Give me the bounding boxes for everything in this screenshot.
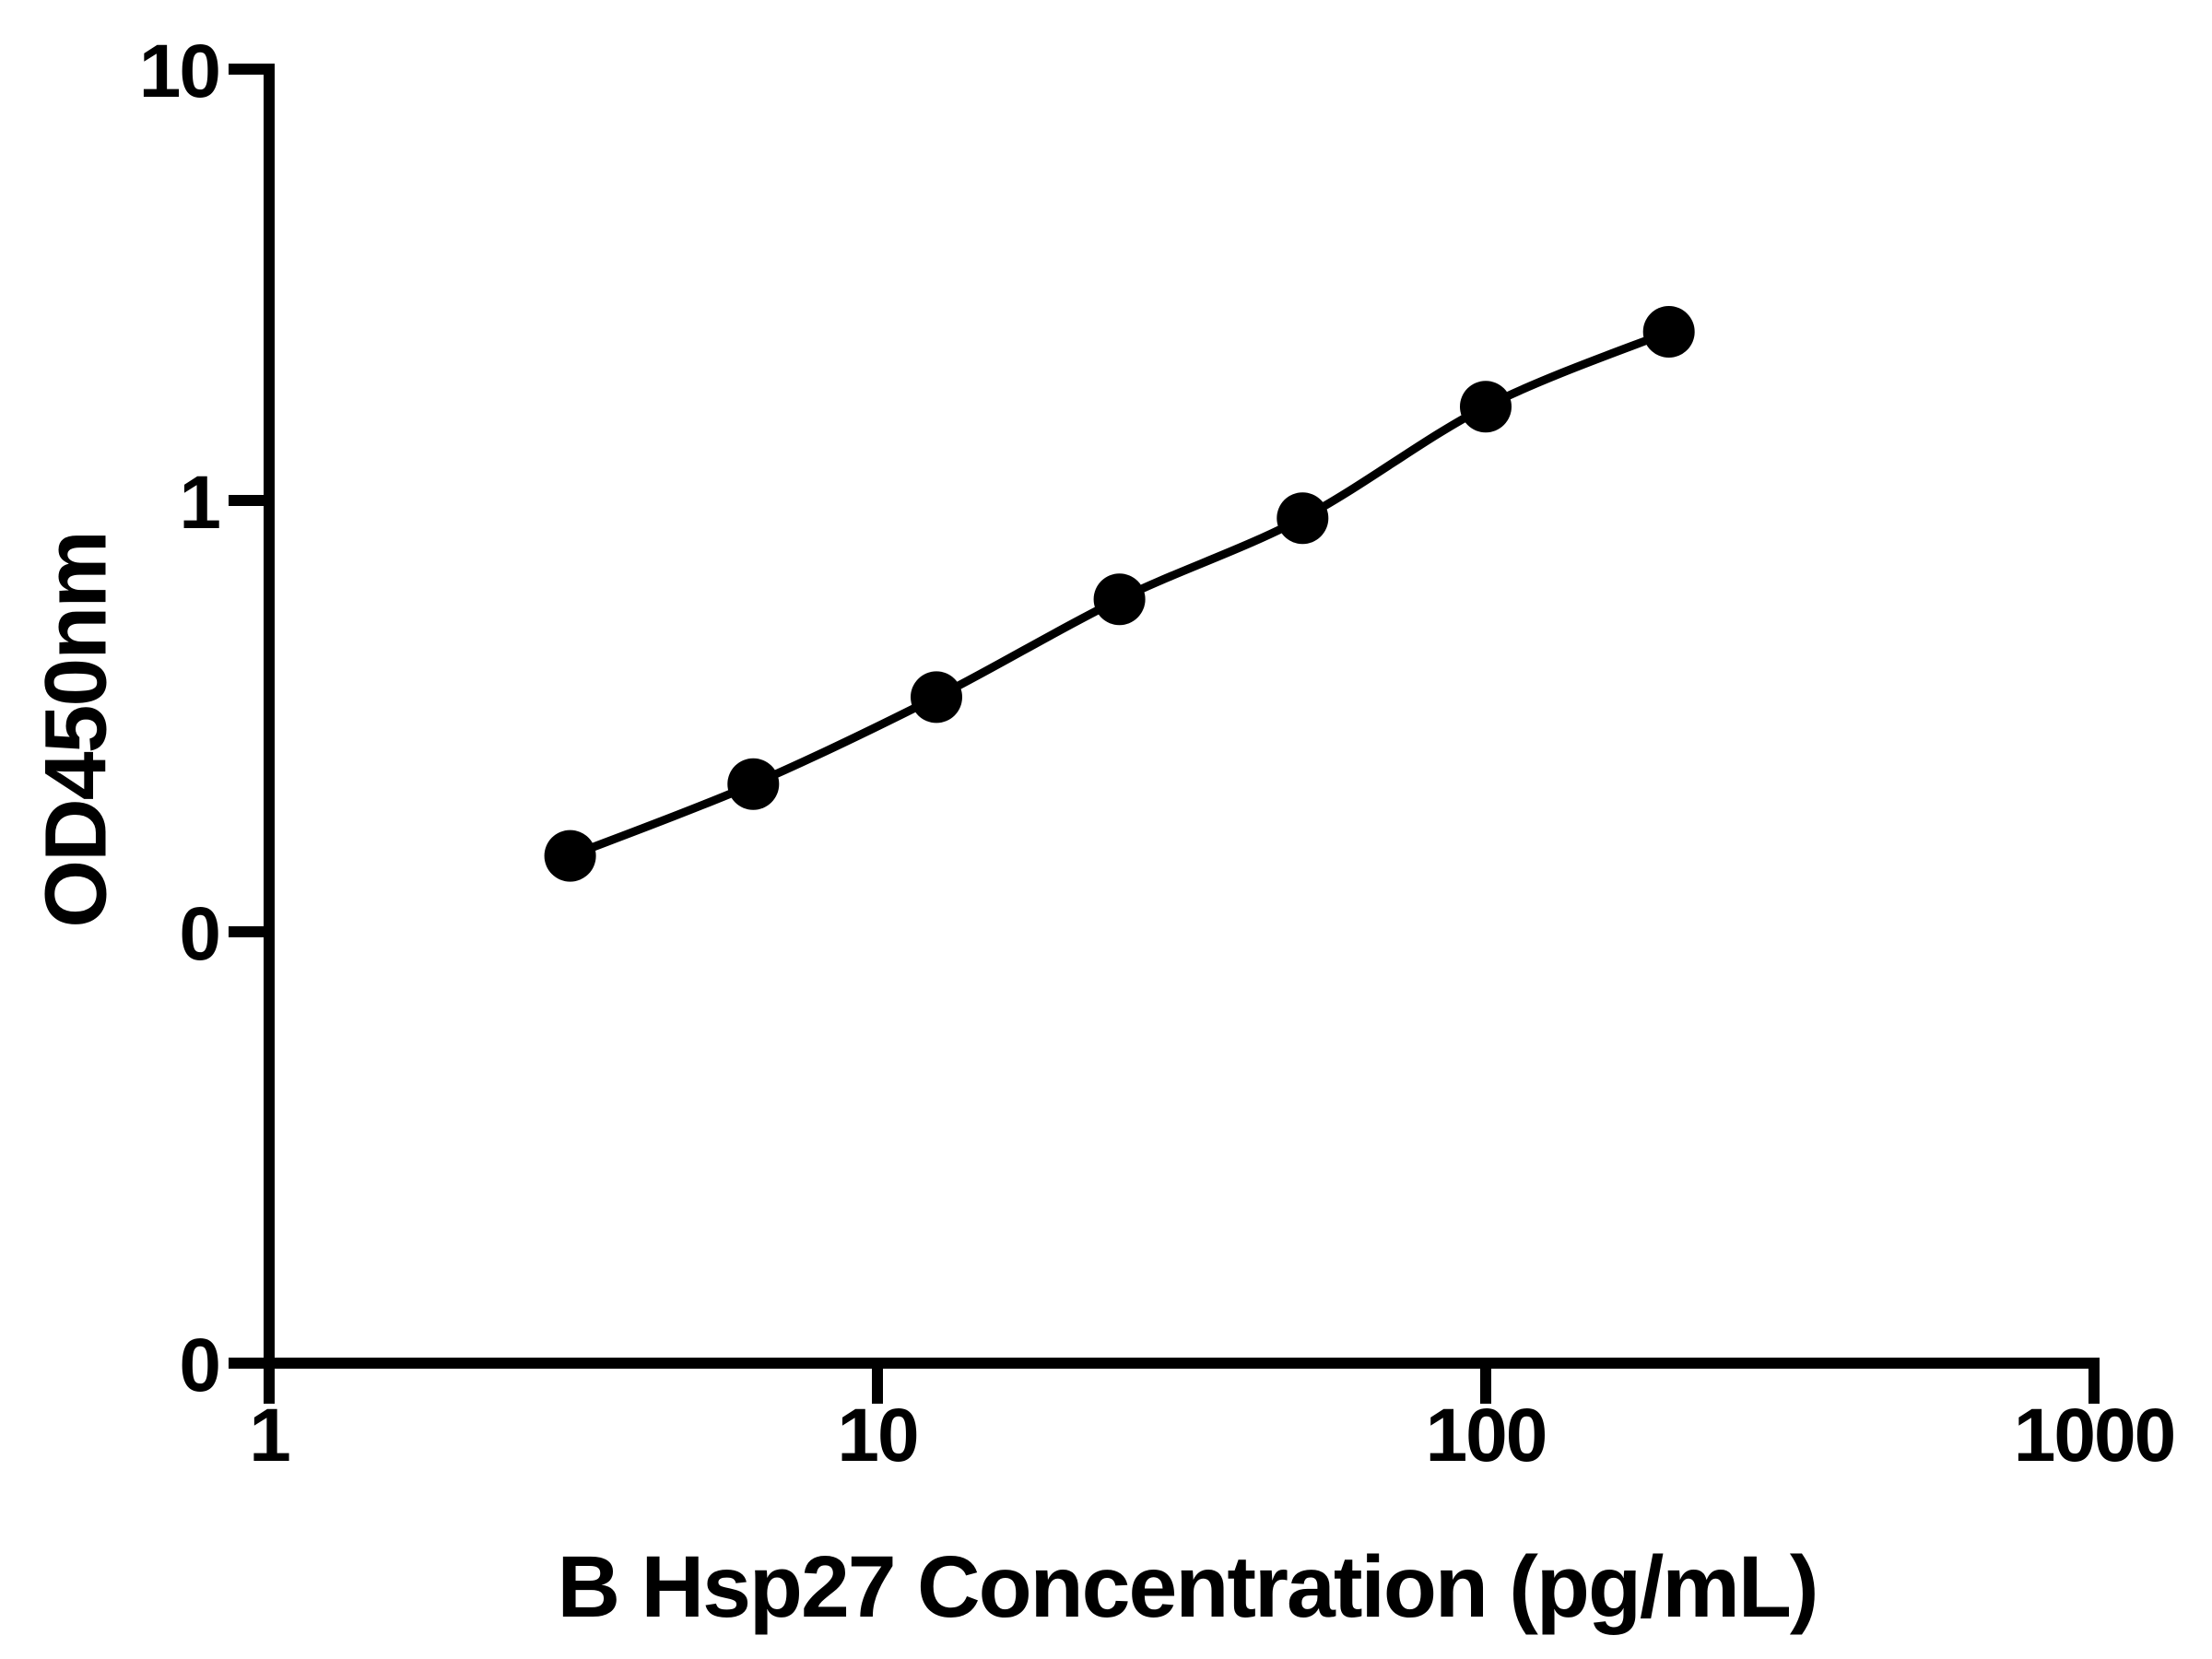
data-point-25 — [1093, 573, 1146, 626]
y-axis-title: OD450nm — [27, 532, 125, 928]
x-tick-label-1: 10 — [837, 1394, 917, 1477]
data-point-100 — [1460, 381, 1512, 433]
x-tick-label-2: 100 — [1426, 1394, 1547, 1477]
x-axis-title: B Hsp27 Concentration (pg/mL) — [557, 1538, 1818, 1636]
data-point-50 — [1277, 492, 1329, 545]
x-tick-label-3: 1000 — [2014, 1394, 2174, 1477]
y-tick-label-3: 0 — [179, 1324, 219, 1407]
data-point-6.25 — [727, 758, 780, 810]
data-point-12.5 — [911, 671, 962, 724]
y-tick-label-1: 1 — [179, 461, 219, 545]
x-tick-label-0: 1 — [249, 1394, 289, 1477]
y-tick-label-2: 0 — [179, 892, 219, 976]
y-tick-label-0: 10 — [139, 29, 219, 113]
data-point-200 — [1642, 306, 1695, 358]
data-point-3.125 — [544, 830, 596, 882]
